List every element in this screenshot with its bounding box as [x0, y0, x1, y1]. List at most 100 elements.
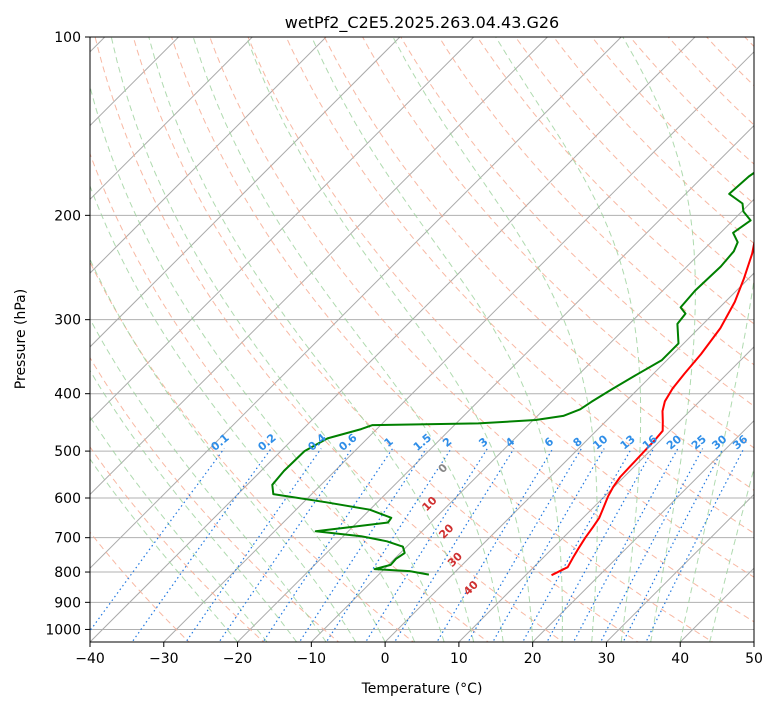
- mixing-ratio-line: [467, 448, 582, 642]
- mixing-ratio-label: 0.4: [305, 431, 329, 454]
- mixing-ratio-line: [365, 448, 488, 642]
- dry-adiabat-line: [514, 37, 754, 285]
- dry-adiabat-line: [323, 37, 754, 491]
- mixing-ratio-line: [492, 448, 605, 642]
- moist-adiabat-label: 20: [436, 521, 456, 541]
- x-tick-label: −20: [223, 651, 253, 667]
- isotherm-line: [90, 37, 475, 422]
- isotherm-line: [384, 272, 754, 642]
- moist-adiabat-line: [90, 84, 416, 642]
- moist-adiabat-line: [90, 415, 268, 642]
- dry-adiabat-line: [209, 37, 754, 623]
- dry-adiabat-line: [476, 37, 754, 325]
- isotherm-line: [236, 124, 754, 642]
- y-tick-label: 900: [54, 595, 81, 611]
- moist-adiabat-label: 0: [436, 461, 451, 476]
- isotherm-line: [90, 37, 254, 201]
- dry-adiabat-line: [362, 37, 754, 449]
- mixing-ratio-label: 1.5: [411, 431, 434, 453]
- moist-adiabat-line: [110, 37, 445, 642]
- dewpoint-profile-line: [271, 171, 754, 576]
- moist-adiabat-line: [90, 184, 386, 642]
- isotherm-line: [163, 51, 754, 642]
- isotherm-line: [310, 198, 754, 642]
- moist-adiabat-line: [90, 258, 357, 642]
- mixing-ratio-line: [546, 448, 655, 642]
- chart-title: wetPf2_C2E5.2025.263.04.43.G26: [285, 13, 559, 33]
- mixing-ratio-line: [599, 448, 704, 642]
- x-tick-label: 0: [381, 651, 390, 667]
- moist-adiabat-line: [622, 37, 696, 642]
- moist-adiabat-line: [709, 466, 754, 642]
- mixing-ratio-label: 20: [664, 432, 684, 452]
- moist-adiabat-line: [392, 37, 598, 642]
- temperature-profile-line: [551, 220, 754, 577]
- dry-adiabat-line: [132, 37, 639, 642]
- mixing-ratio-line: [645, 448, 745, 642]
- mixing-ratio-line: [522, 448, 633, 642]
- isotherm-line: [90, 37, 327, 274]
- moist-adiabat-line: [192, 37, 504, 642]
- moist-adiabat-line: [679, 37, 754, 642]
- mixing-ratio-line: [325, 448, 452, 642]
- dry-adiabat-line: [90, 260, 415, 642]
- y-tick-label: 700: [54, 531, 81, 547]
- dry-adiabat-line: [94, 37, 564, 642]
- y-axis-label: Pressure (hPa): [13, 289, 29, 389]
- y-tick-label: 400: [54, 387, 81, 403]
- mixing-ratio-label: 25: [689, 433, 709, 453]
- moist-adiabat-line: [90, 369, 298, 642]
- isotherm-line: [753, 641, 754, 642]
- x-tick-label: 20: [524, 651, 542, 667]
- isotherm-line: [531, 419, 754, 642]
- isotherm-line: [90, 37, 549, 496]
- dry-adiabat-line: [90, 152, 490, 642]
- dry-adiabat-line: [285, 37, 754, 534]
- moist-adiabat-label: 10: [420, 494, 440, 514]
- y-tick-label: 100: [54, 30, 81, 46]
- mixing-ratio-line: [572, 448, 679, 642]
- x-tick-label: −30: [149, 651, 179, 667]
- y-tick-label: 300: [54, 313, 81, 329]
- x-axis: −40 −30 −20 −10 0 10 20 30 40 50: [75, 642, 763, 667]
- moist-adiabat-label: 40: [461, 578, 481, 598]
- x-tick-label: 30: [598, 651, 616, 667]
- moist-adiabat-line: [495, 37, 642, 642]
- y-axis: 1000 900 800 700 600 500 400 300 200 100: [45, 30, 90, 638]
- mixing-ratio-label: 36: [730, 432, 750, 452]
- plot-frame: [89, 36, 755, 643]
- dry-adiabat-line: [770, 24, 775, 645]
- mixing-ratio-label: 16: [640, 432, 660, 452]
- x-tick-label: 50: [745, 651, 763, 667]
- y-tick-label: 1000: [45, 622, 81, 638]
- isotherm-line: [90, 37, 401, 348]
- mixing-ratio-label: 0.2: [255, 431, 278, 453]
- mixing-ratio-label: 10: [590, 432, 610, 452]
- mixing-ratio-label: 3: [476, 435, 490, 450]
- mixing-ratio-line: [218, 448, 353, 642]
- isotherm-line: [90, 37, 696, 642]
- y-tick-label: 800: [54, 565, 81, 581]
- dry-adiabat-line: [247, 37, 754, 578]
- x-tick-label: −10: [297, 651, 327, 667]
- dry-adiabat-line: [438, 37, 754, 366]
- moist-adiabat-line: [246, 37, 534, 642]
- dry-adiabat-line: [705, 37, 754, 87]
- isotherm-line: [90, 37, 622, 569]
- dry-adiabat-line: [400, 37, 754, 407]
- y-tick-label: 600: [54, 491, 81, 507]
- mixing-ratio-label: 30: [709, 432, 729, 452]
- mixing-ratio-line: [393, 448, 515, 642]
- x-tick-label: 40: [671, 651, 689, 667]
- dry-adiabat-line: [90, 446, 265, 642]
- x-tick-label: −40: [75, 651, 105, 667]
- mixing-ratio-line: [298, 448, 427, 642]
- x-tick-label: 10: [450, 651, 468, 667]
- mixing-ratio-line: [131, 448, 272, 642]
- dry-adiabat-line: [553, 37, 754, 245]
- moist-adiabat-line: [90, 318, 327, 642]
- moist-adiabat-line: [311, 37, 563, 642]
- y-tick-label: 500: [54, 444, 81, 460]
- x-axis-label: Temperature (°C): [361, 681, 483, 697]
